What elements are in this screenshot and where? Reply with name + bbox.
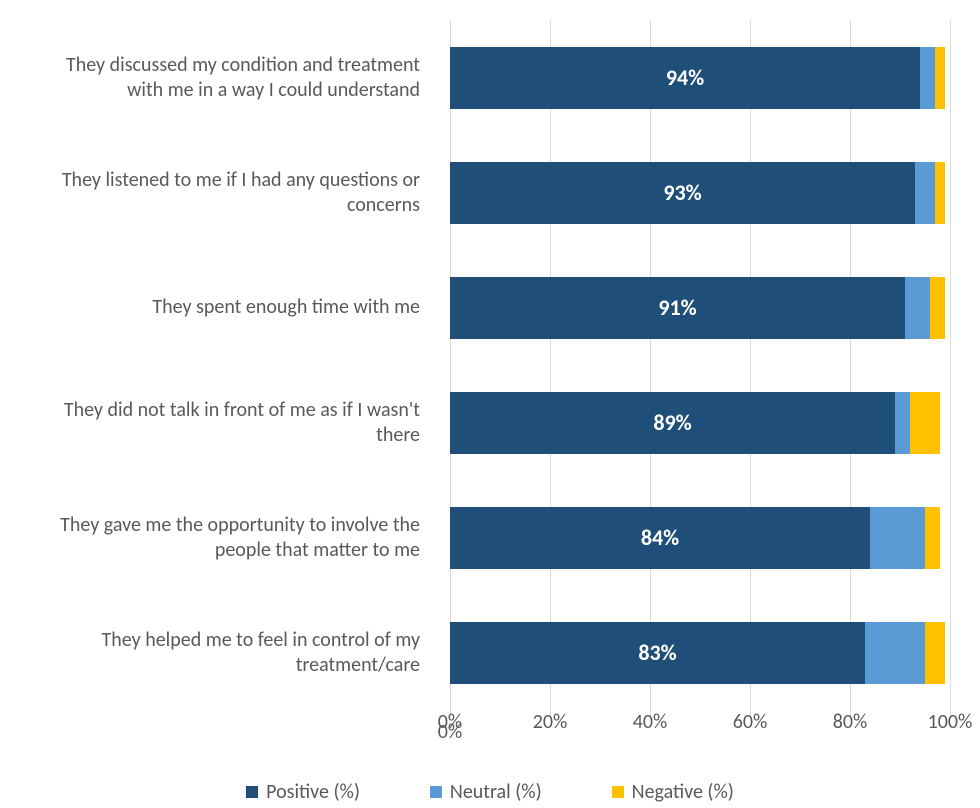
value-label: 84% bbox=[641, 524, 679, 551]
bar: 91% bbox=[450, 277, 950, 339]
segment-negative bbox=[935, 47, 945, 109]
bar: 93% bbox=[450, 162, 950, 224]
bar-row: They helped me to feel in control of my … bbox=[30, 595, 950, 710]
bar: 94% bbox=[450, 47, 950, 109]
swatch-icon bbox=[430, 786, 442, 798]
bar-row: They did not talk in front of me as if I… bbox=[30, 365, 950, 480]
category-label: They gave me the opportunity to involve … bbox=[30, 513, 450, 563]
legend-item-positive: Positive (%) bbox=[246, 780, 360, 804]
value-label: 89% bbox=[653, 409, 691, 436]
x-axis-labels: 0% 20% 40% 60% 80% 100% bbox=[450, 710, 950, 740]
value-label: 93% bbox=[663, 179, 701, 206]
bar: 89% bbox=[450, 392, 950, 454]
legend-label: Negative (%) bbox=[632, 780, 734, 804]
segment-neutral bbox=[870, 507, 925, 569]
segment-negative bbox=[925, 507, 940, 569]
legend-item-negative: Negative (%) bbox=[612, 780, 734, 804]
category-label: They discussed my condition and treatmen… bbox=[30, 53, 450, 103]
segment-positive: 94% bbox=[450, 47, 920, 109]
bar-row: They discussed my condition and treatmen… bbox=[30, 20, 950, 135]
segment-neutral bbox=[915, 162, 935, 224]
segment-positive: 83% bbox=[450, 622, 865, 684]
segment-positive: 84% bbox=[450, 507, 870, 569]
swatch-icon bbox=[612, 786, 624, 798]
legend-label: Neutral (%) bbox=[450, 780, 542, 804]
x-tick-label: 60% bbox=[733, 710, 768, 734]
value-label: 83% bbox=[638, 639, 676, 666]
legend-label: Positive (%) bbox=[266, 780, 360, 804]
bar: 84% bbox=[450, 507, 950, 569]
x-tick-label: 80% bbox=[833, 710, 868, 734]
segment-negative bbox=[925, 622, 945, 684]
value-label: 94% bbox=[666, 64, 704, 91]
segment-neutral bbox=[895, 392, 910, 454]
category-label: They spent enough time with me bbox=[30, 295, 450, 320]
segment-neutral bbox=[865, 622, 925, 684]
segment-negative bbox=[910, 392, 940, 454]
bar-row: They spent enough time with me 91% bbox=[30, 250, 950, 365]
segment-positive: 89% bbox=[450, 392, 895, 454]
value-label: 91% bbox=[658, 294, 696, 321]
segment-negative bbox=[930, 277, 945, 339]
legend: Positive (%) Neutral (%) Negative (%) bbox=[30, 780, 950, 804]
x-tick-label: 40% bbox=[633, 710, 668, 734]
segment-positive: 91% bbox=[450, 277, 905, 339]
bar-row: They listened to me if I had any questio… bbox=[30, 135, 950, 250]
bar-row: They gave me the opportunity to involve … bbox=[30, 480, 950, 595]
x-tick-label: 20% bbox=[533, 710, 568, 734]
stacked-bar-chart: They discussed my condition and treatmen… bbox=[30, 20, 950, 710]
category-label: They listened to me if I had any questio… bbox=[30, 168, 450, 218]
bar: 83% bbox=[450, 622, 950, 684]
x-tick-label: 100% bbox=[928, 710, 973, 734]
legend-item-neutral: Neutral (%) bbox=[430, 780, 542, 804]
plot-area: They discussed my condition and treatmen… bbox=[30, 20, 950, 710]
segment-neutral bbox=[905, 277, 930, 339]
category-label: They did not talk in front of me as if I… bbox=[30, 398, 450, 448]
segment-positive: 93% bbox=[450, 162, 915, 224]
swatch-icon bbox=[246, 786, 258, 798]
segment-neutral bbox=[920, 47, 935, 109]
category-label: They helped me to feel in control of my … bbox=[30, 628, 450, 678]
segment-negative bbox=[935, 162, 945, 224]
x-tick-label: 0% bbox=[438, 710, 462, 734]
